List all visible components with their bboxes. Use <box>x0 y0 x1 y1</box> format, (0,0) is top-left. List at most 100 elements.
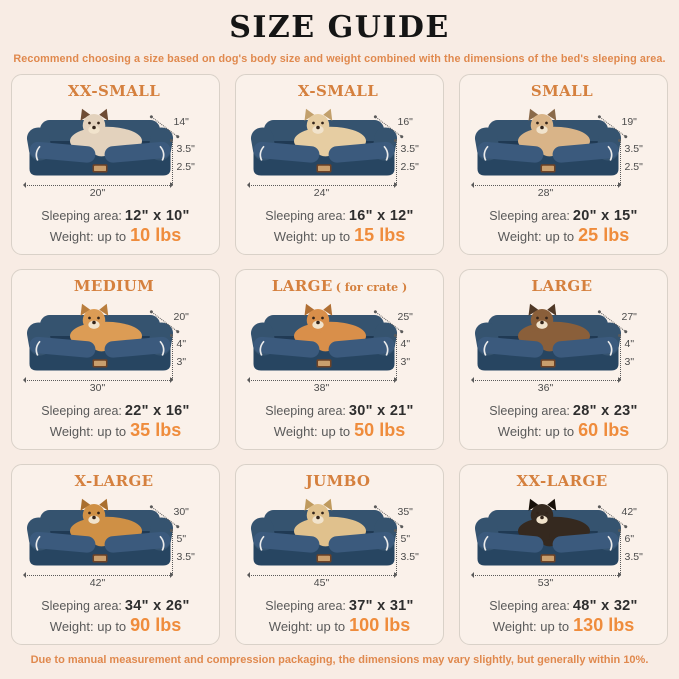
dim-width-line <box>470 571 621 578</box>
weight-line: Weight: up to 25 lbs <box>463 225 664 247</box>
sleeping-area-line: Sleeping area: 22" x 16" <box>15 402 216 420</box>
dim-width-line <box>470 376 621 383</box>
header: SIZE GUIDE Recommend choosing a size bas… <box>0 0 679 65</box>
sleeping-area-line: Sleeping area: 37" x 31" <box>239 597 440 615</box>
dog-bed-illustration <box>472 303 623 371</box>
weight-value: 50 lbs <box>354 420 406 440</box>
weight-label: Weight: <box>49 619 94 634</box>
weight-value: 130 lbs <box>573 615 635 635</box>
size-title: X-LARGE <box>15 471 216 491</box>
dim-depth-label: 14" <box>173 116 189 128</box>
size-title: XX-SMALL <box>15 81 216 101</box>
dim-width-line <box>246 376 397 383</box>
dim-base-label: 3.5" <box>176 551 195 563</box>
dim-height-line <box>394 139 397 186</box>
sleeping-area-value: 34" x 26" <box>124 598 190 614</box>
weight-value: 25 lbs <box>578 225 630 245</box>
weight-line: Weight: up to 50 lbs <box>239 420 440 442</box>
dim-base-label: 2.5" <box>176 161 195 173</box>
dim-bolster-label: 5" <box>400 533 411 545</box>
size-title: XX-LARGE <box>463 471 664 491</box>
dim-base-label: 3" <box>624 356 635 368</box>
bed-figure: 16" 3.5" 2.5" 24" <box>241 101 439 205</box>
sleeping-area-line: Sleeping area: 16" x 12" <box>239 207 440 225</box>
dim-bolster-label: 5" <box>176 533 187 545</box>
dog-bed-illustration <box>472 108 623 176</box>
dim-depth-label: 42" <box>621 506 637 518</box>
sleeping-area-line: Sleeping area: 12" x 10" <box>15 207 216 225</box>
up-to-label: up to <box>97 229 127 244</box>
sleeping-area-line: Sleeping area: 34" x 26" <box>15 597 216 615</box>
bed-figure: 27" 4" 3" 36" <box>465 296 663 400</box>
size-title: MEDIUM <box>15 276 216 296</box>
bed-figure: 35" 5" 3.5" 45" <box>241 491 439 595</box>
dim-width-line <box>22 181 173 188</box>
sleeping-area-label: Sleeping area: <box>41 599 122 613</box>
weight-value: 35 lbs <box>130 420 182 440</box>
weight-line: Weight: up to 15 lbs <box>239 225 440 247</box>
sleeping-area-label: Sleeping area: <box>41 404 122 418</box>
dim-height-line <box>170 139 173 186</box>
bed-figure: 42" 6" 3.5" 53" <box>465 491 663 595</box>
sleeping-area-value: 37" x 31" <box>348 598 414 614</box>
dim-height-line <box>618 139 621 186</box>
dim-depth-label: 27" <box>621 311 637 323</box>
sleeping-area-label: Sleeping area: <box>489 209 570 223</box>
size-name: LARGE <box>271 277 333 295</box>
dim-width-label: 45" <box>313 577 330 589</box>
weight-value: 10 lbs <box>130 225 182 245</box>
weight-value: 60 lbs <box>578 420 630 440</box>
up-to-label: up to <box>540 619 570 634</box>
size-title: X-SMALL <box>239 81 440 101</box>
size-card-xx-large: XX-LARGE 42" 6" 3.5" 53" Sleeping area: 4… <box>459 464 668 645</box>
size-card-large: LARGE 27" 4" 3" 36" Sleeping area: 28" x … <box>459 269 668 450</box>
dim-width-line <box>22 571 173 578</box>
dim-bolster-label: 6" <box>624 533 635 545</box>
dim-width-label: 28" <box>537 187 554 199</box>
up-to-label: up to <box>97 424 127 439</box>
dim-width-line <box>22 376 173 383</box>
dim-base-label: 2.5" <box>400 161 419 173</box>
page-title: SIZE GUIDE <box>229 10 450 45</box>
dim-base-label: 3" <box>176 356 187 368</box>
bed-figure: 20" 4" 3" 30" <box>17 296 215 400</box>
sleeping-area-value: 12" x 10" <box>124 208 190 224</box>
dog-bed-illustration <box>248 498 399 566</box>
size-title: SMALL <box>463 81 664 101</box>
weight-label: Weight: <box>497 424 542 439</box>
up-to-label: up to <box>321 229 351 244</box>
weight-line: Weight: up to 100 lbs <box>239 615 440 637</box>
bed-figure: 30" 5" 3.5" 42" <box>17 491 215 595</box>
dim-width-label: 30" <box>89 382 106 394</box>
dim-bolster-label: 4" <box>624 338 635 350</box>
size-name: X-LARGE <box>74 472 154 490</box>
dog-bed-illustration <box>248 108 399 176</box>
dim-width-label: 20" <box>89 187 106 199</box>
up-to-label: up to <box>97 619 127 634</box>
sleeping-area-label: Sleeping area: <box>265 599 346 613</box>
sleeping-area-value: 22" x 16" <box>124 403 190 419</box>
footnote: Due to manual measurement and compressio… <box>30 654 649 666</box>
dim-bolster-label: 3.5" <box>624 143 643 155</box>
sleeping-area-value: 48" x 32" <box>572 598 638 614</box>
up-to-label: up to <box>545 229 575 244</box>
dim-base-label: 2.5" <box>624 161 643 173</box>
sleeping-area-value: 20" x 15" <box>572 208 638 224</box>
dim-width-label: 38" <box>313 382 330 394</box>
dog-bed-illustration <box>24 108 175 176</box>
weight-value: 15 lbs <box>354 225 406 245</box>
dim-bolster-label: 3.5" <box>400 143 419 155</box>
bed-figure: 19" 3.5" 2.5" 28" <box>465 101 663 205</box>
size-grid: XX-SMALL 14" 3.5" 2.5" 20" Sleeping area… <box>11 74 668 645</box>
dim-height-line <box>170 334 173 381</box>
dim-bolster-label: 4" <box>176 338 187 350</box>
bed-figure: 25" 4" 3" 38" <box>241 296 439 400</box>
size-title: LARGE( for crate ) <box>239 276 440 296</box>
bed-figure: 14" 3.5" 2.5" 20" <box>17 101 215 205</box>
dim-width-line <box>470 181 621 188</box>
dog-bed-illustration <box>472 498 623 566</box>
dim-base-label: 3.5" <box>400 551 419 563</box>
weight-label: Weight: <box>492 619 537 634</box>
dim-bolster-label: 4" <box>400 338 411 350</box>
dim-depth-label: 35" <box>397 506 413 518</box>
